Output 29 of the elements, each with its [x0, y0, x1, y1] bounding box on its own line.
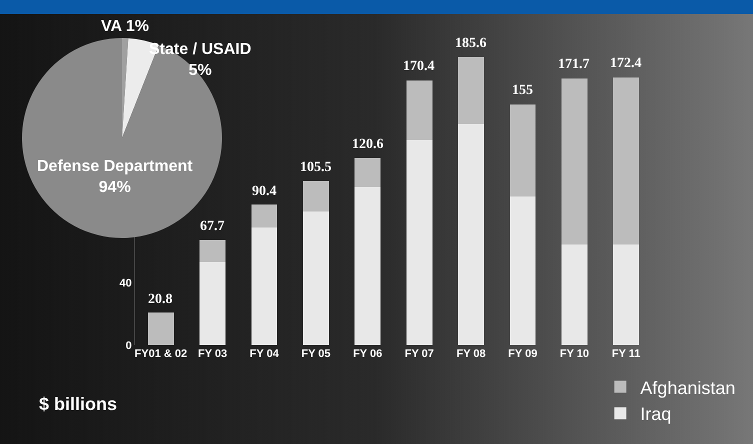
slice-label: VA 1%: [101, 18, 150, 35]
total-label: 20.8: [148, 292, 172, 307]
total-label: 120.6: [352, 137, 384, 152]
total-label: 171.7: [558, 57, 590, 72]
x-tick-label: FY 03: [198, 348, 228, 360]
x-tick-label: FY 11: [612, 348, 640, 360]
total-label: 172.4: [610, 56, 642, 71]
total-label: 105.5: [300, 160, 332, 175]
total-label: 170.4: [403, 59, 434, 74]
legend-label: Afghanistan: [640, 378, 736, 398]
x-tick-label: FY 05: [301, 348, 331, 360]
x-tick-label: FY01 & 02: [134, 348, 188, 360]
legend-label: Iraq: [640, 404, 672, 424]
total-label: 155: [512, 83, 533, 98]
x-tick-label: FY 06: [353, 348, 382, 360]
total-label: 67.7: [200, 219, 224, 234]
total-label: 185.6: [455, 36, 486, 51]
x-tick-label: FY 07: [404, 348, 434, 360]
y-tick-label: 40: [120, 278, 132, 290]
x-tick-label: FY 04: [250, 348, 280, 360]
slice-label: Defense Department: [37, 158, 194, 175]
total-label: 90.4: [252, 184, 276, 199]
x-tick-label: FY 08: [456, 348, 486, 360]
data-label: 5%: [188, 62, 212, 79]
x-tick-label: FY 09: [508, 348, 538, 360]
data-label: 94%: [98, 178, 131, 196]
y-tick-label: 0: [126, 340, 132, 352]
x-tick-label: FY 10: [560, 348, 590, 360]
text: $ billions: [39, 394, 118, 414]
